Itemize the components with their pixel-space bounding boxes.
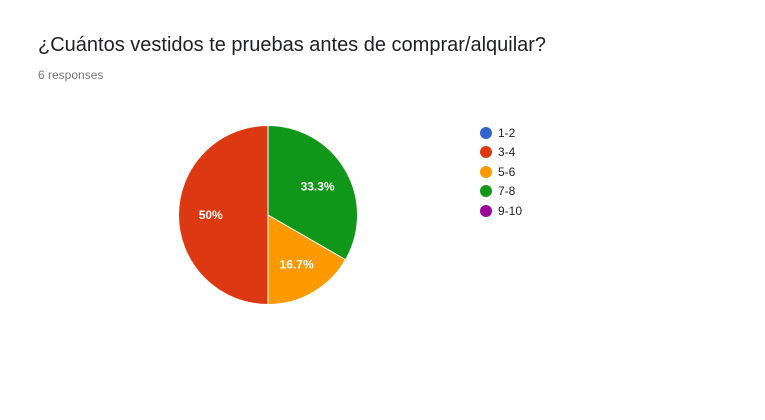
legend-item-1-2: 1-2 [480, 123, 522, 143]
legend-swatch-icon [480, 185, 492, 198]
pie-slice-5-6 [267, 214, 347, 306]
pie-labels: 33.3% 16.7% 50% [199, 179, 335, 271]
legend-swatch-icon [480, 165, 492, 178]
legend-swatch-icon [480, 126, 492, 139]
legend-label: 9-10 [498, 203, 523, 218]
response-count: 6 responses [38, 68, 104, 82]
pie-slices [178, 124, 358, 306]
chart-legend: 1-2 3-4 5-6 7-8 9-10 [480, 123, 522, 221]
pie-label-5-6: 16.7% [280, 258, 314, 272]
legend-swatch-icon [480, 204, 492, 217]
pie-label-3-4: 50% [199, 208, 223, 222]
pie-slice-7-8 [267, 124, 358, 261]
legend-label: 5-6 [498, 164, 516, 179]
chart-title: ¿Cuántos vestidos te pruebas antes de co… [38, 34, 547, 56]
legend-label: 7-8 [498, 184, 516, 199]
pie-slice-3-4 [178, 124, 269, 306]
legend-label: 1-2 [498, 125, 516, 140]
legend-item-9-10: 9-10 [480, 201, 522, 221]
legend-item-5-6: 5-6 [480, 162, 522, 182]
legend-swatch-icon [480, 146, 492, 159]
pie-label-7-8: 33.3% [301, 179, 335, 193]
legend-label: 3-4 [498, 145, 516, 160]
legend-item-3-4: 3-4 [480, 143, 522, 163]
legend-item-7-8: 7-8 [480, 182, 522, 202]
